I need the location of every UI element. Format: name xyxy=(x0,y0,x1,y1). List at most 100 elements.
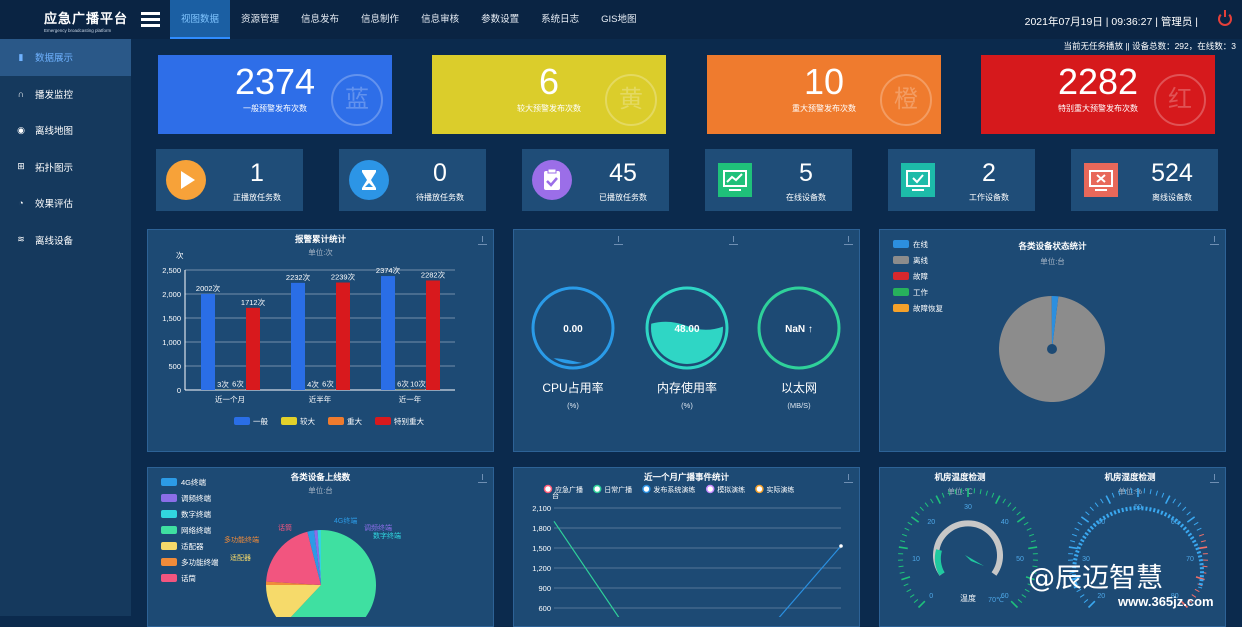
header-user[interactable]: 管理员 xyxy=(1161,16,1193,28)
bar-data-label: 2232次 xyxy=(286,272,311,282)
y-axis-label: 次 xyxy=(176,250,184,260)
bar-data-label: 10次 xyxy=(410,379,426,389)
app-logo[interactable]: 应急广播平台 Emergency broadcasting platform xyxy=(44,8,134,33)
power-icon[interactable] xyxy=(1218,12,1232,26)
legend-swatch xyxy=(161,510,177,518)
task-value: 0 xyxy=(394,161,486,186)
gauge-tick xyxy=(930,499,933,503)
legend-marker xyxy=(707,486,714,493)
nav-gis[interactable]: GIS地图 xyxy=(590,0,647,39)
legend-label: 工作 xyxy=(913,287,928,297)
legend-label: 日常广播 xyxy=(604,485,632,494)
gauge-tick-label: 50 xyxy=(1016,556,1024,563)
nav-review[interactable]: 信息审核 xyxy=(410,0,470,39)
sidebar-item-topology[interactable]: ⊞拓扑图示 xyxy=(0,149,131,186)
sidebar-item-offline[interactable]: ≋离线设备 xyxy=(0,222,131,259)
device-value: 524 xyxy=(1126,161,1218,186)
legend-swatch xyxy=(161,526,177,534)
bar[interactable] xyxy=(291,283,305,390)
device-status-panel: 各类设备状态统计 单位:台 在线 离线 故障 工作 故障恢复 xyxy=(879,229,1226,452)
menu-toggle-icon[interactable] xyxy=(141,12,160,27)
legend-label: 应急广播 xyxy=(555,485,583,494)
gauge-tick xyxy=(902,534,907,536)
gauge-tick xyxy=(1201,541,1206,542)
bar[interactable] xyxy=(336,283,350,390)
bar[interactable] xyxy=(381,276,395,390)
gauge-tick xyxy=(1070,541,1075,542)
y-tick-label: 2,100 xyxy=(532,504,551,513)
status-line: 当前无任务播放 || 设备总数：292，在线数：3 xyxy=(1063,40,1236,52)
system-gauges-panel: 0.00 48.00 NaN ↑ CPU占用率 (%) 内存使用率 (%) 以太… xyxy=(513,229,860,452)
line-series[interactable] xyxy=(554,521,626,617)
watermark-site: www.365jz.com xyxy=(1118,594,1214,609)
gauge-tick xyxy=(900,572,905,573)
gauge-tick xyxy=(1112,493,1114,498)
play-icon xyxy=(166,160,206,200)
nav-logs[interactable]: 系统日志 xyxy=(530,0,590,39)
device-card-online: 5 在线设备数 xyxy=(705,149,852,211)
task-label: 正播放任务数 xyxy=(211,192,303,203)
task-card-pending: 0 待播放任务数 xyxy=(339,149,486,211)
gauge-tick xyxy=(1125,489,1126,494)
legend-swatch xyxy=(893,240,909,248)
gauge-tick xyxy=(1178,503,1181,507)
gauge-tick xyxy=(1089,601,1095,607)
network-unit: (MB/S) xyxy=(787,401,811,410)
nav-view-data[interactable]: 视图数据 xyxy=(170,0,230,39)
gauge-tick-label: 40 xyxy=(1001,519,1009,526)
sidebar-item-evaluate[interactable]: ◔效果评估 xyxy=(0,185,131,222)
task-label: 已播放任务数 xyxy=(577,192,669,203)
pie-slice-label: 数字终端 xyxy=(373,531,401,540)
legend-swatch xyxy=(161,542,177,550)
task-card-playing: 1 正播放任务数 xyxy=(156,149,303,211)
sidebar-item-map[interactable]: ◉离线地图 xyxy=(0,112,131,149)
clipboard-check-icon xyxy=(532,160,572,200)
bar-data-label: 2239次 xyxy=(331,272,356,282)
legend-label: 4G终端 xyxy=(181,477,207,487)
seal-icon: 红 xyxy=(1154,74,1206,126)
monitor-x-icon xyxy=(1081,160,1121,200)
gauge-tick xyxy=(908,522,912,525)
legend-marker xyxy=(545,486,552,493)
line-point[interactable] xyxy=(839,544,843,548)
nav-publish[interactable]: 信息发布 xyxy=(290,0,350,39)
gauge-tick xyxy=(948,491,949,496)
bar[interactable] xyxy=(426,280,440,390)
main-nav: 视图数据 资源管理 信息发布 信息制作 信息审核 参数设置 系统日志 GIS地图 xyxy=(170,0,647,39)
gauge-tick xyxy=(1095,503,1098,507)
gauge-tick xyxy=(1194,522,1198,525)
gauge-tick xyxy=(1081,517,1088,522)
legend-label: 数字终端 xyxy=(181,509,211,519)
gauge-tick xyxy=(992,493,994,498)
nav-settings[interactable]: 参数设置 xyxy=(470,0,530,39)
sidebar-item-monitor[interactable]: ∩播发监控 xyxy=(0,76,131,113)
task-value: 45 xyxy=(577,161,669,186)
gauge-tick xyxy=(986,491,987,496)
line-series[interactable] xyxy=(770,546,841,617)
pie-slice-label: 多功能终端 xyxy=(224,535,259,544)
memory-value: 48.00 xyxy=(674,324,699,335)
gauge-arc xyxy=(936,523,1000,574)
gauge-tick xyxy=(1199,534,1204,536)
bar[interactable] xyxy=(246,308,260,390)
legend-marker xyxy=(643,486,650,493)
gauge-tick xyxy=(1084,599,1088,602)
gauge-tick xyxy=(1162,493,1164,498)
sidebar-item-data[interactable]: ▮数据展示 xyxy=(0,39,131,76)
bar-data-label: 3次 xyxy=(217,379,229,389)
y-tick-label: 900 xyxy=(538,584,551,593)
hourglass-icon xyxy=(349,160,389,200)
gauge-tick xyxy=(1029,534,1034,536)
device-card-working: 2 工作设备数 xyxy=(888,149,1035,211)
nav-resource[interactable]: 资源管理 xyxy=(230,0,290,39)
nav-produce[interactable]: 信息制作 xyxy=(350,0,410,39)
y-tick-label: 1,500 xyxy=(532,544,551,553)
gauge-tick xyxy=(1017,512,1021,515)
stat-card-orange: 10 重大预警发布次数 橙 xyxy=(707,55,941,134)
bar[interactable] xyxy=(201,294,215,390)
device-label: 在线设备数 xyxy=(760,192,852,203)
legend-swatch xyxy=(375,417,391,425)
memory-unit: (%) xyxy=(681,401,693,410)
